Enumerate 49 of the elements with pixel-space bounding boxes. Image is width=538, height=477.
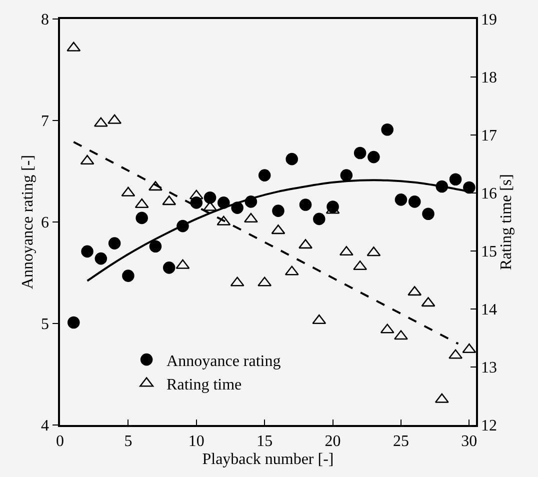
point bbox=[81, 245, 94, 258]
y2-tick-label: 14 bbox=[480, 302, 497, 319]
y2-tick-label: 15 bbox=[480, 244, 497, 261]
y2-tick-label: 16 bbox=[480, 186, 497, 203]
x-axis-title: Playback number [-] bbox=[202, 451, 334, 468]
y2-tick-label: 18 bbox=[480, 70, 497, 87]
point bbox=[381, 123, 394, 136]
point bbox=[286, 152, 298, 166]
point bbox=[94, 252, 108, 265]
point bbox=[394, 194, 408, 206]
point bbox=[272, 204, 284, 217]
point bbox=[462, 343, 476, 353]
x-tick-label: 15 bbox=[256, 432, 273, 450]
point bbox=[368, 150, 380, 164]
x-tick-label: 5 bbox=[124, 432, 132, 450]
y-tick-label: 7 bbox=[41, 113, 50, 130]
y-axis-title: Annoyance rating [-] bbox=[19, 154, 36, 290]
legend-label: Rating time bbox=[166, 376, 242, 394]
y-tick-label: 4 bbox=[41, 418, 50, 435]
point bbox=[258, 169, 271, 182]
x-tick-label: 30 bbox=[461, 432, 478, 450]
y2-tick-label: 12 bbox=[480, 418, 497, 435]
point bbox=[408, 196, 421, 208]
point bbox=[340, 169, 353, 182]
point bbox=[122, 270, 134, 282]
point bbox=[136, 212, 148, 224]
point bbox=[299, 198, 312, 211]
y-tick-label: 8 bbox=[41, 12, 50, 29]
y-tick-label: 5 bbox=[41, 316, 50, 334]
point bbox=[108, 237, 121, 250]
x-tick-label: 20 bbox=[324, 432, 341, 450]
point bbox=[162, 262, 176, 274]
x-tick-label: 25 bbox=[392, 432, 409, 450]
y2-tick-label: 19 bbox=[480, 12, 497, 29]
point bbox=[422, 208, 434, 220]
y2-tick-label: 17 bbox=[480, 128, 497, 145]
legend-label: Annoyance rating bbox=[166, 352, 281, 370]
point bbox=[313, 212, 326, 226]
x-tick-label: 10 bbox=[188, 432, 204, 450]
y-tick-label: 6 bbox=[41, 214, 50, 232]
point bbox=[463, 181, 476, 194]
point bbox=[449, 173, 462, 186]
y2-axis-title: Rating time [s] bbox=[498, 174, 516, 270]
y2-tick-label: 13 bbox=[480, 360, 497, 377]
point bbox=[67, 316, 80, 329]
point bbox=[149, 240, 162, 253]
point bbox=[204, 191, 216, 204]
point bbox=[354, 146, 366, 160]
x-tick-label: 0 bbox=[56, 432, 64, 450]
